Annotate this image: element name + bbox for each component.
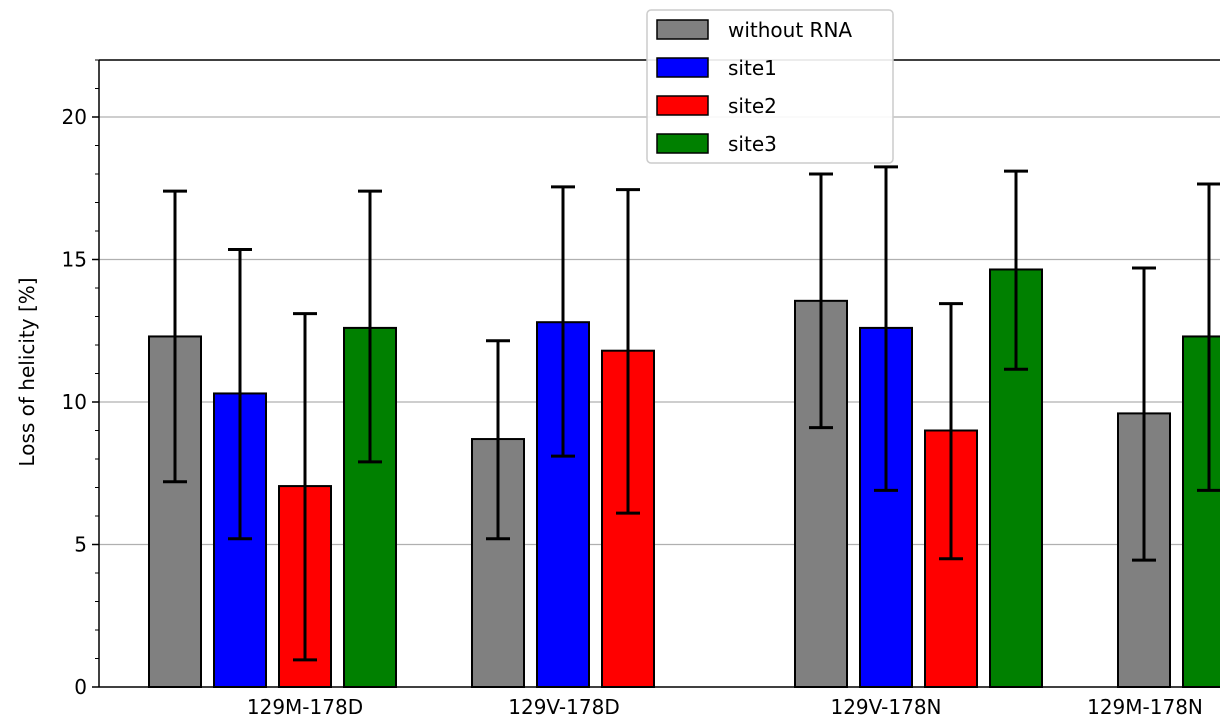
legend-swatch [656,133,709,154]
y-axis-label: Loss of helicity [%] [15,277,39,466]
bar [1182,335,1220,688]
bar [471,438,525,688]
y-tick-label: 5 [74,533,87,557]
legend-entry: site1 [728,56,777,80]
legend-entry: site3 [728,132,777,156]
y-tick-label: 10 [62,390,87,414]
x-tick-label: 129M-178N [1087,695,1203,719]
y-tick-label: 20 [62,105,87,129]
legend-swatch [656,95,709,116]
axes: 0 5 10 15 20 129M-178D 129V-178D 129V-178N 129M-… [62,59,1220,719]
y-tick-label: 0 [74,675,87,699]
grid-lines [99,116,1220,546]
legend-entry: without RNA [728,18,852,42]
y-tick-label: 15 [62,248,87,272]
x-tick-label: 129M-178D [247,695,363,719]
legend-box [646,9,894,164]
legend-swatch [656,19,709,40]
legend: without RNA site1 site2 site3 [646,9,894,164]
legend-swatch [656,57,709,78]
error-bars [163,165,1220,662]
x-tick-label: 129V-178D [508,695,619,719]
x-tick-label: 129V-178N [830,695,941,719]
legend-entry: site2 [728,94,777,118]
bars [148,268,1220,689]
